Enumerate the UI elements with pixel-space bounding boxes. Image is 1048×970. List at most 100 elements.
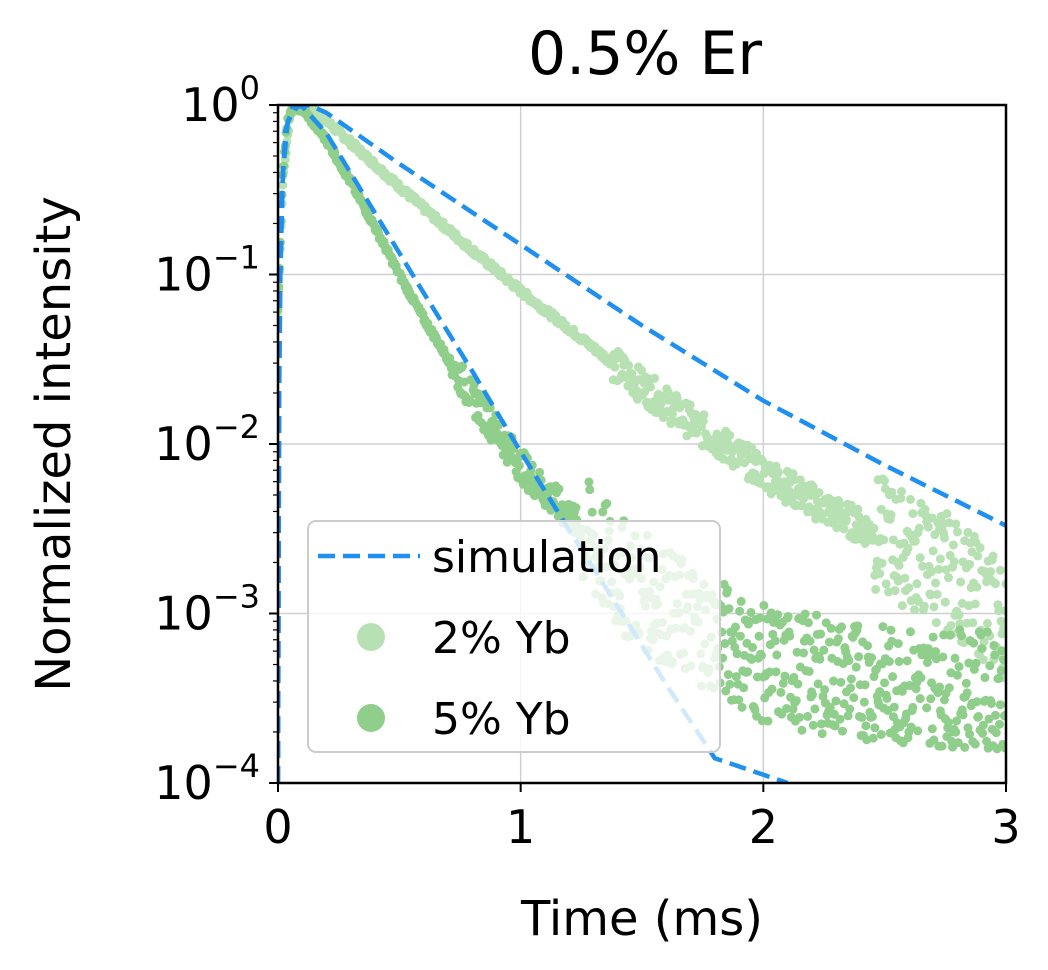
data-point — [996, 616, 1006, 626]
data-point — [937, 741, 947, 751]
data-point — [871, 584, 881, 594]
data-point — [763, 716, 773, 726]
data-point — [735, 631, 745, 641]
data-point — [861, 721, 871, 731]
data-point — [928, 546, 938, 556]
data-point — [878, 622, 888, 632]
data-point — [571, 503, 581, 513]
data-point — [970, 599, 980, 609]
data-point — [896, 493, 906, 503]
data-point — [837, 726, 847, 736]
data-point — [795, 475, 805, 485]
data-point — [877, 558, 887, 568]
data-point — [931, 647, 941, 657]
data-point — [736, 596, 746, 606]
data-point — [837, 622, 847, 632]
data-point — [953, 738, 963, 748]
data-point — [897, 486, 907, 496]
data-point — [650, 373, 660, 383]
data-point — [968, 618, 978, 628]
data-point — [989, 640, 999, 650]
data-point — [805, 636, 815, 646]
data-point — [949, 557, 959, 567]
data-point — [789, 672, 799, 682]
y-axis-label: Normalized intensity — [26, 196, 82, 692]
data-point — [587, 507, 597, 517]
data-point — [813, 679, 823, 689]
data-point — [853, 621, 863, 631]
data-point — [868, 733, 878, 743]
data-point — [931, 578, 941, 588]
data-point — [831, 696, 841, 706]
data-point — [950, 653, 960, 663]
data-point — [942, 509, 952, 519]
series-2-yb — [278, 105, 1006, 683]
data-point — [972, 697, 982, 707]
data-point — [734, 695, 744, 705]
data-point — [911, 684, 921, 694]
data-point — [918, 561, 928, 571]
data-point — [853, 504, 863, 514]
data-point — [554, 484, 564, 494]
data-point — [773, 467, 783, 477]
data-point — [956, 631, 966, 641]
data-point — [797, 725, 807, 735]
data-point — [893, 639, 903, 649]
data-point — [986, 567, 996, 577]
data-point — [995, 700, 1005, 710]
data-point — [932, 589, 942, 599]
data-point — [923, 644, 933, 654]
data-point — [535, 467, 545, 477]
data-point — [836, 677, 846, 687]
data-point — [980, 673, 990, 683]
data-point — [816, 629, 826, 639]
data-point — [759, 600, 769, 610]
data-point — [815, 654, 825, 664]
data-point — [948, 540, 958, 550]
data-point — [952, 670, 962, 680]
legend-marker — [357, 623, 385, 651]
data-point — [731, 622, 741, 632]
data-point — [978, 720, 988, 730]
data-point — [973, 551, 983, 561]
data-point — [994, 673, 1004, 683]
data-point — [916, 673, 926, 683]
x-tick-label: 1 — [506, 800, 535, 854]
data-point — [783, 612, 793, 622]
data-point — [735, 606, 745, 616]
data-point — [935, 682, 945, 692]
data-point — [756, 650, 766, 660]
data-point — [914, 523, 924, 533]
data-point — [961, 678, 971, 688]
data-point — [969, 638, 979, 648]
data-point — [938, 652, 948, 662]
data-point — [997, 646, 1006, 656]
data-point — [627, 369, 637, 379]
data-point — [843, 711, 853, 721]
data-point — [915, 553, 925, 563]
data-point — [944, 717, 954, 727]
data-point — [780, 671, 790, 681]
data-point — [931, 618, 941, 628]
data-point — [908, 509, 918, 519]
data-point — [897, 601, 907, 611]
data-point — [962, 688, 972, 698]
data-point — [722, 585, 732, 595]
data-point — [732, 649, 742, 659]
data-point — [724, 604, 734, 614]
legend-label: simulation — [432, 532, 661, 583]
data-point — [803, 618, 813, 628]
data-point — [725, 679, 735, 689]
data-point — [725, 430, 735, 440]
data-point — [905, 494, 915, 504]
data-point — [928, 632, 938, 642]
data-point — [812, 610, 822, 620]
data-point — [859, 697, 869, 707]
data-point — [912, 579, 922, 589]
data-point — [808, 720, 818, 730]
data-point — [964, 658, 974, 668]
x-tick-label: 3 — [991, 800, 1020, 854]
data-point — [770, 636, 780, 646]
data-point — [888, 535, 898, 545]
data-point — [800, 609, 810, 619]
